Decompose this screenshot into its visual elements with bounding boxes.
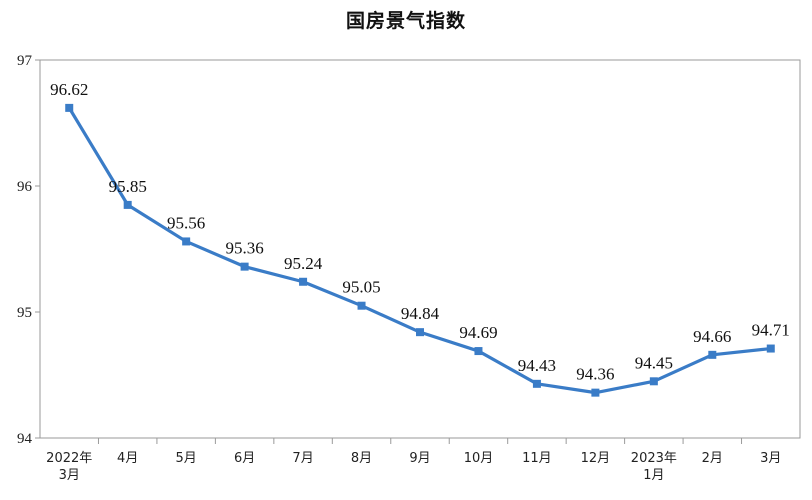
data-label: 94.84	[401, 304, 440, 323]
x-tick-label: 2022年 3月	[46, 451, 92, 483]
x-tick-label: 5月	[176, 451, 197, 466]
y-tick-label: 94	[17, 431, 33, 447]
data-point	[766, 344, 775, 353]
data-point	[474, 347, 483, 356]
data-point	[649, 377, 658, 386]
data-point	[299, 277, 308, 286]
data-label: 94.71	[752, 321, 790, 340]
x-tick-label: 7月	[292, 451, 313, 466]
data-label: 94.69	[459, 323, 497, 342]
x-tick-label: 4月	[117, 451, 138, 466]
y-tick-label: 95	[17, 305, 32, 321]
data-point	[65, 103, 74, 112]
data-point	[182, 237, 191, 246]
data-label: 95.05	[342, 278, 380, 297]
data-point	[416, 328, 424, 337]
data-point	[591, 388, 600, 397]
x-tick-label: 2月	[702, 451, 723, 466]
data-label: 94.45	[635, 353, 673, 372]
data-label: 95.24	[284, 254, 323, 273]
plot-frame	[39, 59, 801, 439]
data-label: 94.66	[693, 327, 731, 346]
x-tick-label: 11月	[522, 451, 552, 466]
chart-title: 国房景气指数	[345, 10, 466, 32]
y-tick-label: 96	[17, 179, 33, 195]
y-tick-label: 97	[17, 53, 33, 69]
data-label: 94.43	[518, 356, 556, 375]
data-point	[532, 379, 541, 388]
x-tick-label: 12月	[581, 451, 611, 466]
data-label: 95.85	[109, 177, 147, 196]
x-tick-label: 2023年 1月	[631, 451, 677, 483]
data-point	[357, 301, 366, 310]
data-point	[123, 200, 132, 209]
x-tick-label: 9月	[409, 451, 430, 466]
data-point	[240, 262, 249, 271]
data-point	[708, 350, 717, 359]
series-line	[67, 107, 771, 395]
data-label: 95.36	[225, 239, 263, 258]
data-label: 96.62	[50, 80, 88, 99]
x-tick-label: 10月	[464, 451, 494, 466]
data-label: 95.56	[167, 213, 205, 232]
x-tick-label: 6月	[234, 451, 255, 466]
x-tick-label: 3月	[760, 451, 781, 466]
data-label: 94.36	[576, 365, 614, 384]
x-tick-label: 8月	[351, 451, 372, 466]
